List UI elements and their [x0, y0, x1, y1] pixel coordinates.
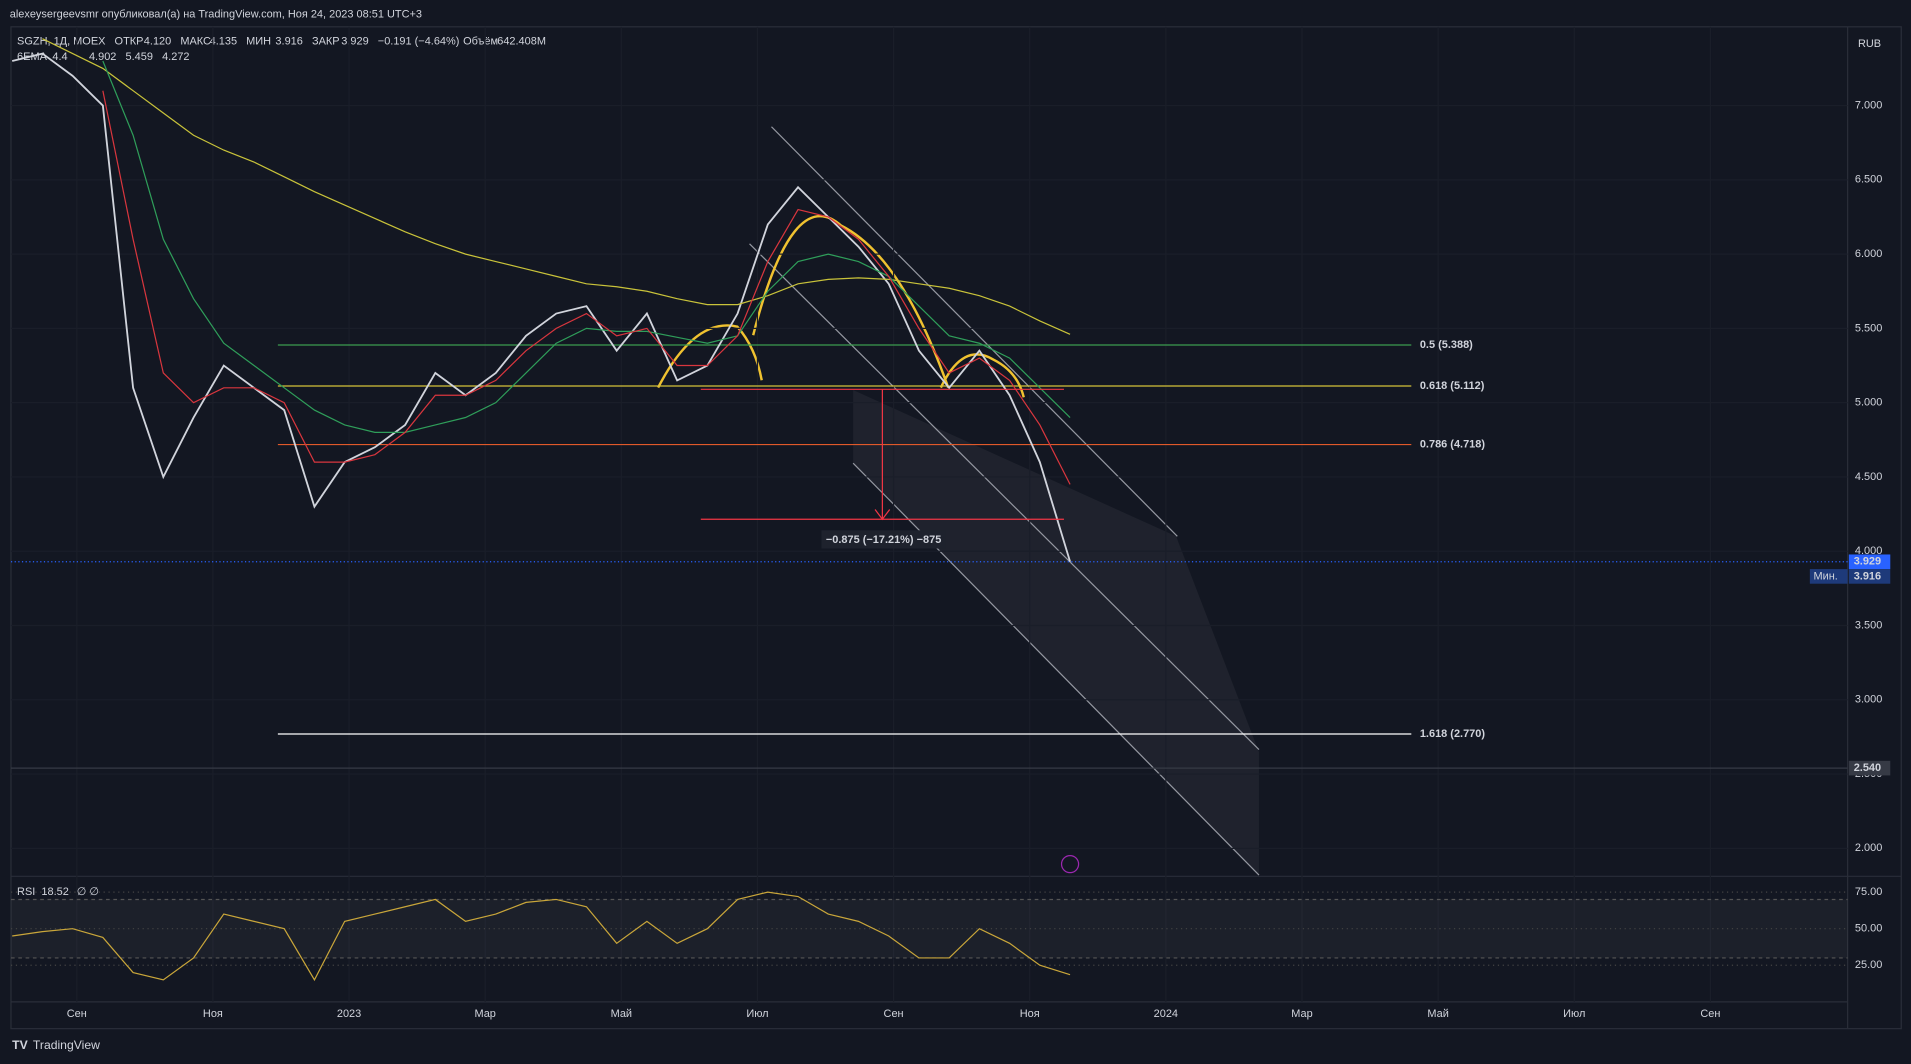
legend-text: МАКС: [180, 35, 211, 47]
level-label: 0.618 (5.112): [1420, 380, 1485, 392]
y-tick-label: 3.500: [1855, 619, 1882, 631]
legend-text: 5.459: [126, 51, 153, 63]
x-tick-label: Май: [1427, 1008, 1448, 1020]
publisher: alexeysergeevsmr опубликовал(а) на Tradi…: [10, 9, 422, 21]
price-tag: Мин.: [1814, 570, 1838, 582]
x-tick-label: Сен: [884, 1008, 904, 1020]
price-tag-box: [1809, 569, 1848, 584]
shoulder-curve: [657, 324, 763, 389]
price-line: [11, 52, 1071, 562]
rsi-tick-label: 50.00: [1855, 923, 1882, 935]
level-label: 0.786 (4.718): [1420, 438, 1486, 450]
ema-line: [102, 60, 1071, 433]
projection-area: [853, 390, 1259, 876]
channel-line: [771, 126, 1178, 537]
event-icon: [1060, 854, 1080, 874]
y-tick-label: 3.000: [1855, 694, 1882, 706]
x-tick-label: 2023: [337, 1008, 361, 1020]
y-tick-label: 5.500: [1855, 322, 1882, 334]
rsi-value: 18.52: [41, 886, 68, 898]
plot-frame: [10, 26, 1902, 1030]
price-label-box: [1848, 760, 1891, 776]
rsi-tick-label: 25.00: [1855, 959, 1882, 971]
legend-text: SGZH, 1Д, MOEX: [17, 35, 106, 47]
legend-text: ЗАКР: [312, 35, 340, 47]
y-tick-label: 2.000: [1855, 842, 1882, 854]
y-tick-label: 5.000: [1855, 397, 1882, 409]
brand-logo: TV: [12, 1038, 28, 1052]
legend-text: −0.191 (−4.64%): [378, 35, 460, 47]
rsi-tick-label: 75.00: [1855, 886, 1882, 898]
legend-text: Объём: [463, 35, 498, 47]
y-tick-label: 6.000: [1855, 248, 1882, 260]
rsi-band: [10, 899, 1848, 958]
shoulder-curve: [939, 353, 1025, 398]
legend-text: МИН: [246, 35, 271, 47]
ema-line: [102, 90, 1071, 485]
y-tick-label: 7.000: [1855, 99, 1882, 111]
head-curve: [752, 214, 950, 388]
price-label: 3.929: [1854, 556, 1881, 568]
brand: TradingView: [33, 1038, 100, 1052]
ema-line: [42, 38, 1071, 335]
price-label-box: [1848, 569, 1891, 584]
x-tick-label: Мар: [1291, 1008, 1312, 1020]
legend-text: 4.120: [144, 35, 171, 47]
x-tick-label: Июл: [1563, 1008, 1585, 1020]
legend-text: 3.929: [341, 35, 368, 47]
x-tick-label: Мар: [474, 1008, 495, 1020]
rsi-extra: ∅ ∅: [77, 886, 99, 898]
x-tick-label: Сен: [67, 1008, 87, 1020]
x-tick-label: Май: [611, 1008, 632, 1020]
measure-label: −0.875 (−17.21%) −875: [826, 534, 941, 546]
ema-line: [12, 891, 1071, 982]
legend-text: 4.135: [210, 35, 237, 47]
arrow-head: [874, 509, 891, 521]
legend-text: 4.902: [89, 51, 116, 63]
y-tick-label: 4.500: [1855, 471, 1882, 483]
x-tick-label: Июл: [746, 1008, 768, 1020]
x-tick-label: Ноя: [203, 1008, 223, 1020]
x-tick-label: Ноя: [1020, 1008, 1040, 1020]
price-label-box: [1848, 554, 1891, 570]
legend-text: ОТКР: [115, 35, 144, 47]
y-tick-label: 6.500: [1855, 174, 1882, 186]
currency: RUB: [1858, 38, 1881, 50]
level-label: 1.618 (2.770): [1420, 728, 1486, 740]
measure-box: [821, 530, 946, 549]
legend-text: 4.4: [52, 51, 67, 63]
legend-text: 4.272: [162, 51, 189, 63]
legend-text: 3.916: [275, 35, 302, 47]
price-label: 3.916: [1854, 570, 1881, 582]
x-tick-label: Сен: [1700, 1008, 1720, 1020]
rsi-name: RSI: [17, 886, 35, 898]
price-label: 2.540: [1854, 762, 1881, 774]
level-label: 0.5 (5.388): [1420, 339, 1473, 351]
x-tick-label: 2024: [1154, 1008, 1178, 1020]
y-tick-label: 4.000: [1855, 545, 1882, 557]
legend-text: 642.408M: [497, 35, 546, 47]
